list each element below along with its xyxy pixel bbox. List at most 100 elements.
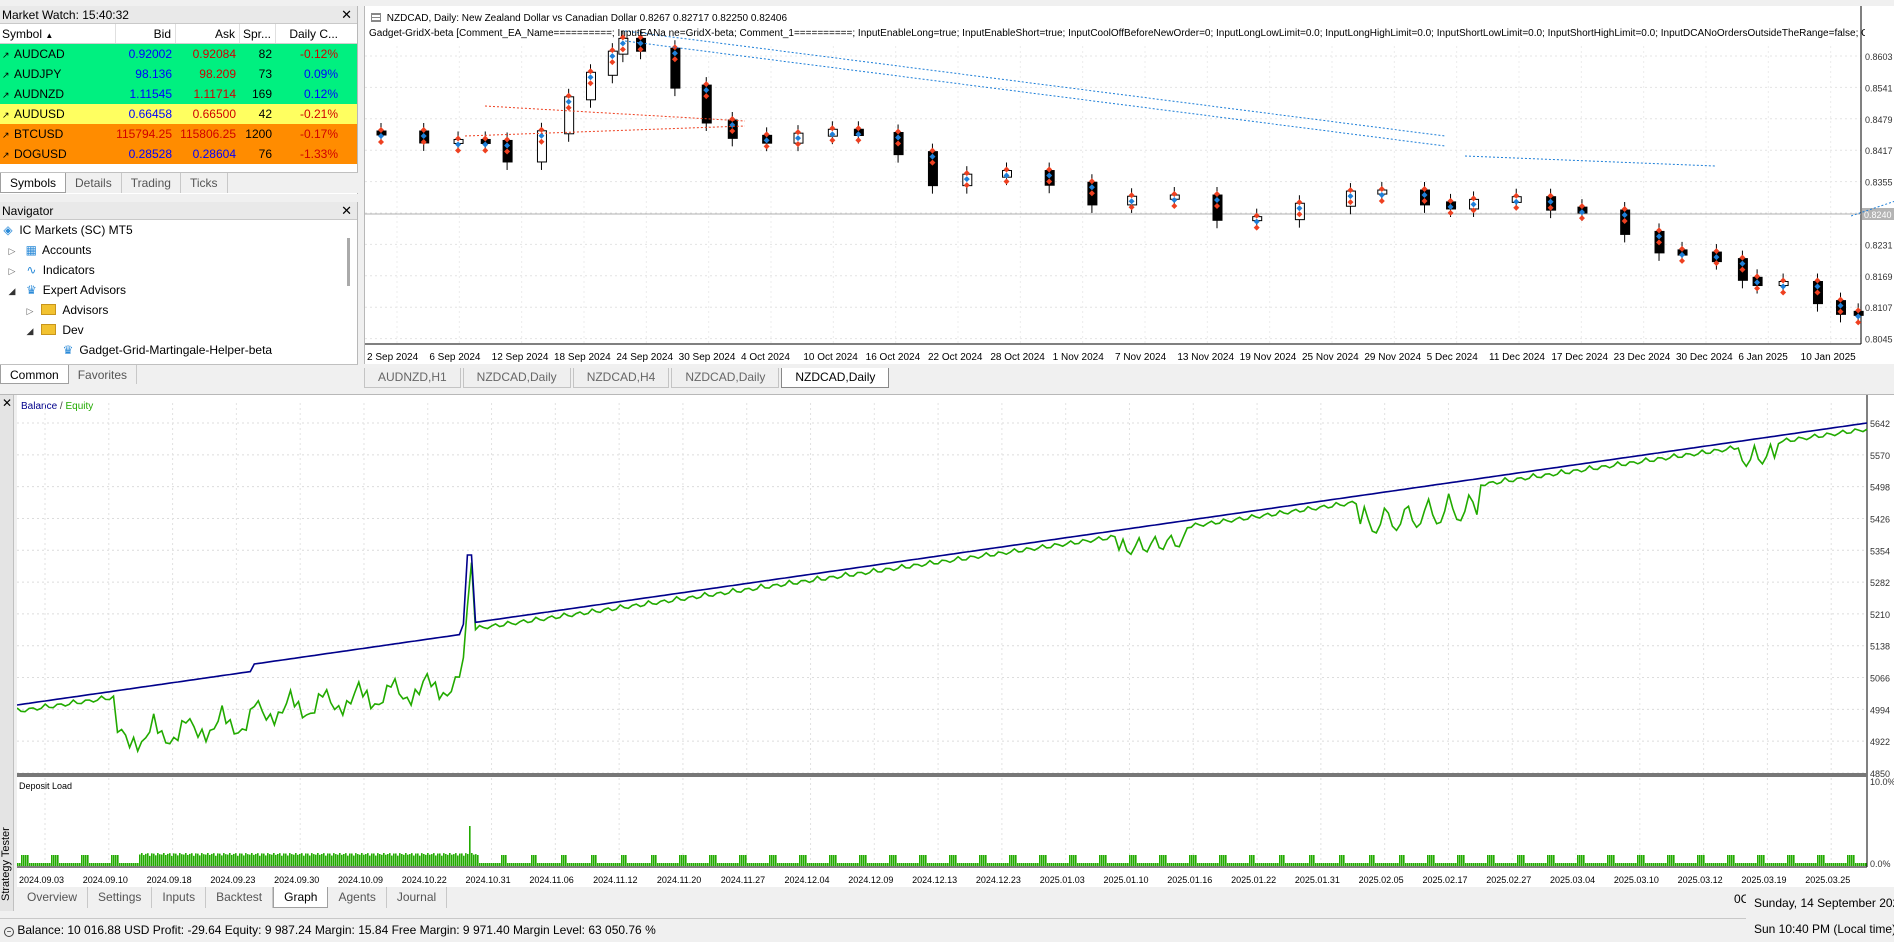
deposit-load-bar [671,863,673,866]
chart-tab[interactable]: NZDCAD,Daily [781,368,890,388]
date-axis-label: 28 Oct 2024 [990,352,1045,363]
deposit-load-bar [1005,863,1007,866]
order-marker [703,93,710,100]
order-marker [1046,166,1053,173]
chart-tab[interactable]: AUDNZD,H1 [364,368,461,388]
column-header-symbol[interactable]: Symbol ▲ [0,24,116,43]
tab-graph[interactable]: Graph [273,887,329,908]
navigator-item-ea[interactable]: ♛ Gadget-Grid-Martingale-Helper-beta [0,340,357,360]
deposit-load-bar [1015,855,1017,866]
tab-favorites[interactable]: Favorites [69,365,138,384]
deposit-load-bar [1171,863,1173,866]
tab-agents[interactable]: Agents [328,887,387,908]
deposit-load-bar [129,863,131,866]
deposit-load-bar [573,863,575,866]
deposit-load-bar [1703,855,1705,866]
deposit-load-bar [1705,863,1707,866]
deposit-load-bar [341,854,343,866]
tab-inputs[interactable]: Inputs [152,887,207,908]
deposit-load-bar [637,863,639,866]
y-axis-label: 5642 [1870,419,1890,429]
navigator-item-indicators[interactable]: ▷ ∿ Indicators [0,260,357,280]
deposit-load-bar [1211,863,1213,866]
order-marker [587,80,594,87]
ea-comment: Gadget-GridX-beta [Comment_EA_Name======… [369,28,1865,39]
current-price-badge [1862,208,1894,220]
tab-overview[interactable]: Overview [17,887,89,908]
collapse-icon[interactable]: ◢ [26,326,34,336]
tab-settings[interactable]: Settings [88,887,153,908]
deposit-load-bar [951,855,953,866]
order-marker [378,133,384,139]
close-icon[interactable]: ✕ [2,396,13,410]
price-chart[interactable]: 0.86030.85410.84790.84170.83550.82930.82… [364,6,1894,364]
symbol-name: AUDNZD [14,87,64,101]
deposit-load-bar [1711,863,1713,866]
column-header-ask[interactable]: Ask [176,24,240,43]
deposit-load-bar [1175,863,1177,866]
deposit-load-bar [645,863,647,866]
navigator-scrollbar[interactable] [347,238,350,286]
deposit-load-bar [1067,863,1069,866]
date-axis-label: 18 Sep 2024 [554,352,611,363]
column-header-bid[interactable]: Bid [116,24,176,43]
deposit-load-bar [1219,855,1221,866]
navigator-account[interactable]: ◈ IC Markets (SC) MT5 [0,220,357,240]
chart-tab[interactable]: NZDCAD,Daily [671,368,780,388]
table-row[interactable]: ↗ BTCUSD 115794.25 115806.25 1200 -0.17% [0,124,357,144]
deposit-load-bar [983,855,985,866]
expand-icon[interactable]: ▷ [8,266,16,276]
order-marker [829,125,836,132]
deposit-load-bar [997,863,999,866]
close-icon[interactable]: ✕ [341,203,352,218]
deposit-load-bar [1479,863,1481,866]
deposit-load-bar [395,853,397,866]
table-row[interactable]: ↗ AUDUSD 0.66458 0.66500 42 -0.21% [0,104,357,124]
expand-icon[interactable]: ▷ [26,306,34,316]
column-header-spread[interactable]: Spr... [240,24,276,43]
table-row[interactable]: ↗ AUDCAD 0.92002 0.92084 82 -0.12% [0,44,357,64]
table-row[interactable]: ↗ DOGUSD 0.28528 0.28604 76 -1.33% [0,144,357,164]
tab-journal[interactable]: Journal [387,887,448,908]
expand-icon[interactable]: ▷ [8,246,16,256]
table-row[interactable]: ↗ AUDJPY 98.136 98.209 73 0.09% [0,64,357,84]
deposit-load-bar [809,863,811,866]
tab-common[interactable]: Common [0,365,69,384]
deposit-load-bar [1319,863,1321,866]
chart-menu-icon[interactable] [371,13,381,22]
balance-equity-graph[interactable]: Balance / Equity 5642 5570 5498 5426 5354 5282… [17,395,1894,887]
status-collapse-icon[interactable]: − [4,927,14,937]
navigator-item-advisors[interactable]: ▷ Advisors [0,300,357,320]
tab-ticks[interactable]: Ticks [181,173,228,193]
order-marker [729,115,736,122]
tab-backtest[interactable]: Backtest [206,887,274,908]
tab-symbols[interactable]: Symbols [0,173,67,193]
close-icon[interactable]: ✕ [341,7,352,22]
order-marker [1003,178,1010,185]
order-marker [1128,198,1135,205]
candlestick-chart[interactable]: 0.86030.85410.84790.84170.83550.82930.82… [365,6,1894,364]
deposit-load-bar [1815,863,1817,866]
deposit-load-bar [91,863,93,866]
deposit-load-bar [185,853,187,866]
deposit-load-bar [283,853,285,866]
tab-details[interactable]: Details [66,173,122,193]
chart-tab[interactable]: NZDCAD,Daily [462,368,571,388]
deposit-load-bar [273,853,275,866]
order-marker [538,138,545,145]
order-marker [1739,260,1746,267]
deposit-load-bar [1063,863,1065,866]
navigator-item-dev[interactable]: ◢ Dev [0,320,357,340]
deposit-load-bar [245,853,247,866]
y-axis-label: 4850 [1870,769,1890,779]
chart-tab[interactable]: NZDCAD,H4 [572,368,670,388]
navigator-item-accounts[interactable]: ▷ ▦ Accounts [0,240,357,260]
table-row[interactable]: ↗ AUDNZD 1.11545 1.11714 169 0.12% [0,84,357,104]
column-header-daily-change[interactable]: Daily C... [289,27,338,41]
navigator-item-expert-advisors[interactable]: ◢ ♛ Expert Advisors [0,280,357,300]
collapse-icon[interactable]: ◢ [8,286,16,296]
deposit-load-bar [1137,863,1139,866]
deposit-load-bar [195,853,197,866]
date-axis-label: 12 Sep 2024 [492,352,549,363]
tab-trading[interactable]: Trading [122,173,181,193]
